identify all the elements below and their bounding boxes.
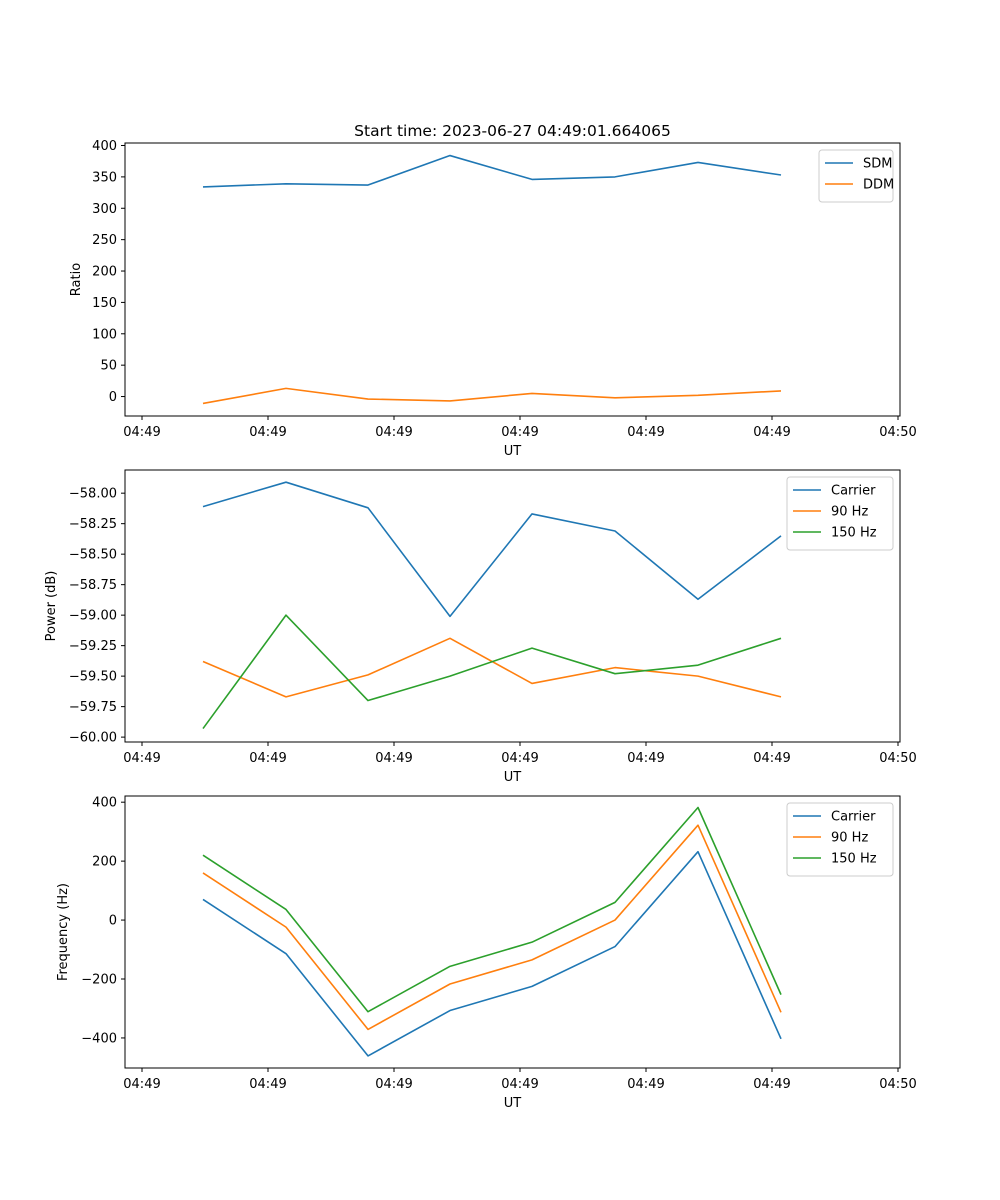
y-tick-label: −59.25 (69, 639, 117, 654)
x-tick-label: 04:49 (123, 751, 160, 766)
series-line-carrier (202, 481, 782, 618)
x-tick-label: 04:49 (123, 425, 160, 440)
x-tick-label: 04:49 (627, 425, 664, 440)
y-tick-label: 350 (92, 170, 117, 185)
y-axis-label: Power (dB) (44, 571, 59, 642)
x-tick-label: 04:49 (501, 751, 538, 766)
chart-panel-3: −400 −200 0 200 400 04:49 04:49 04:49 04:49 04:49… (56, 795, 917, 1111)
legend: Carrier 90 Hz 150 Hz (786, 802, 894, 877)
legend-label: SDM (863, 157, 892, 172)
y-tick-label: −58.00 (69, 487, 117, 502)
legend: Carrier 90 Hz 150 Hz (786, 476, 894, 551)
plot-frame (124, 795, 901, 1069)
y-tick-label: 400 (92, 796, 117, 811)
y-tick-label: 200 (92, 265, 117, 280)
legend-label: 90 Hz (831, 505, 868, 520)
x-tick-label: 04:49 (753, 1077, 790, 1092)
x-axis-label: UT (504, 770, 522, 785)
y-tick-label: −59.50 (69, 670, 117, 685)
y-tick-label: 50 (100, 359, 117, 374)
y-tick-label: −59.75 (69, 700, 117, 715)
chart-panel-1: 0 50 100 150 200 250 300 350 400 04:49 04:49 04:49 0… (69, 139, 917, 459)
x-axis-label: UT (504, 444, 522, 459)
y-tick-label: −200 (81, 973, 117, 988)
x-tick-label: 04:49 (375, 751, 412, 766)
x-tick-label: 04:49 (627, 751, 664, 766)
x-tick-label: 04:49 (375, 425, 412, 440)
series-line-sdm (202, 154, 782, 188)
x-tick-label: 04:49 (753, 425, 790, 440)
y-tick-label: −58.75 (69, 578, 117, 593)
y-axis-label: Frequency (Hz) (56, 883, 71, 981)
x-tick-label: 04:49 (249, 1077, 286, 1092)
y-axis-label: Ratio (69, 263, 84, 296)
y-tick-label: 200 (92, 855, 117, 870)
figure-title: Start time: 2023-06-27 04:49:01.664065 (354, 122, 671, 140)
legend-label: 90 Hz (831, 831, 868, 846)
x-tick-label: 04:49 (501, 425, 538, 440)
x-tick-label: 04:49 (753, 751, 790, 766)
legend: SDM DDM (818, 149, 894, 203)
chart-panel-2: −60.00 −59.75 −59.50 −59.25 −59.00 −58.75 −58.… (44, 469, 917, 785)
x-tick-label: 04:49 (249, 425, 286, 440)
legend-label: Carrier (831, 484, 876, 499)
y-tick-label: −59.00 (69, 609, 117, 624)
x-tick-label: 04:49 (501, 1077, 538, 1092)
plot-frame (124, 142, 901, 417)
y-tick-label: 100 (92, 327, 117, 342)
x-axis-label: UT (504, 1096, 522, 1111)
legend-label: DDM (863, 178, 894, 193)
series-line-carrier (202, 850, 782, 1057)
plot-frame (124, 469, 901, 743)
legend-label: Carrier (831, 810, 876, 825)
series-line-ddm (202, 387, 782, 405)
y-tick-label: −60.00 (69, 731, 117, 746)
y-tick-label: 0 (109, 914, 117, 929)
x-tick-label: 04:50 (879, 1077, 916, 1092)
y-tick-label: 300 (92, 202, 117, 217)
series-line-90-hz (202, 637, 782, 698)
x-tick-label: 04:50 (879, 425, 916, 440)
x-tick-label: 04:49 (123, 1077, 160, 1092)
y-tick-label: 250 (92, 233, 117, 248)
y-tick-label: 400 (92, 139, 117, 154)
series-line-150-hz (202, 614, 782, 730)
y-tick-label: 150 (92, 296, 117, 311)
x-tick-label: 04:49 (627, 1077, 664, 1092)
legend-label: 150 Hz (831, 852, 877, 867)
y-tick-label: 0 (109, 390, 117, 405)
series-line-150-hz (202, 806, 782, 1013)
series-line-90-hz (202, 824, 782, 1031)
x-tick-label: 04:49 (375, 1077, 412, 1092)
y-tick-label: −58.50 (69, 548, 117, 563)
x-tick-label: 04:49 (249, 751, 286, 766)
y-tick-label: −58.25 (69, 517, 117, 532)
x-tick-label: 04:50 (879, 751, 916, 766)
chart-panels: 0 50 100 150 200 250 300 350 400 04:49 04:49 04:49 0… (44, 139, 917, 1111)
y-tick-label: −400 (81, 1031, 117, 1046)
legend-label: 150 Hz (831, 526, 877, 541)
